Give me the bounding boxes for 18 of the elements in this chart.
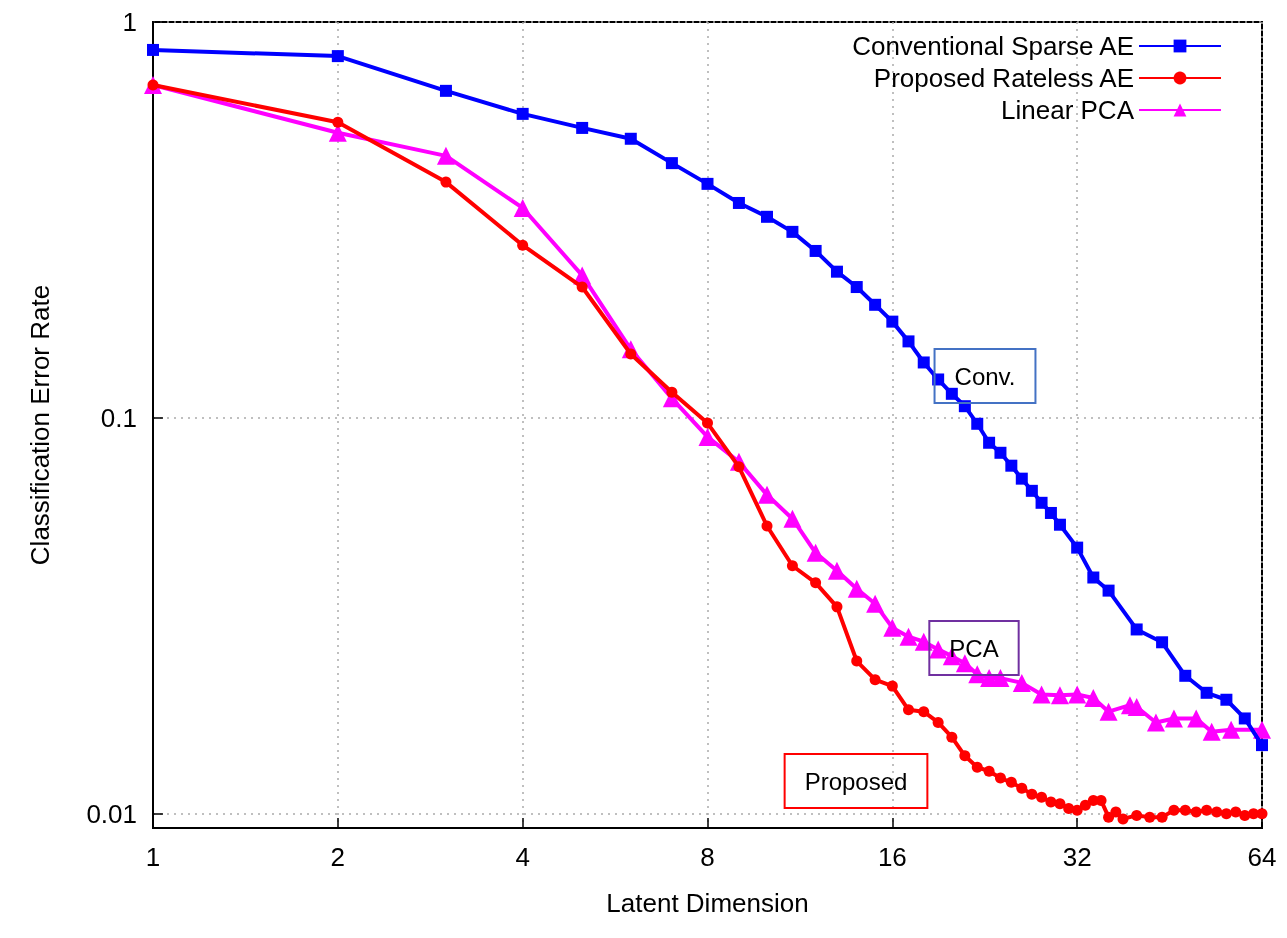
y-axis-title: Classification Error Rate	[25, 284, 55, 566]
x-tick-label: 1	[145, 842, 161, 872]
x-tick-label: 4	[515, 842, 530, 872]
y-tick-label: 1	[122, 7, 137, 37]
annotation: Conv.	[954, 362, 1016, 390]
x-tick-label: 64	[1247, 842, 1277, 872]
x-axis-title: Latent Dimension	[606, 888, 809, 918]
legend-label: Linear PCA	[1001, 95, 1135, 125]
x-tick-label: 16	[877, 842, 907, 872]
annotation: Proposed	[804, 767, 908, 795]
legend-label: Conventional Sparse AE	[852, 31, 1134, 61]
y-tick-label: 0.01	[86, 798, 137, 829]
annotation: PCA	[949, 634, 999, 662]
y-tick-label: 0.1	[100, 402, 137, 433]
x-tick-label: 8	[700, 842, 715, 872]
x-tick-label: 2	[330, 842, 346, 872]
legend-label: Proposed Rateless AE	[873, 63, 1134, 93]
x-tick-label: 32	[1062, 842, 1092, 872]
